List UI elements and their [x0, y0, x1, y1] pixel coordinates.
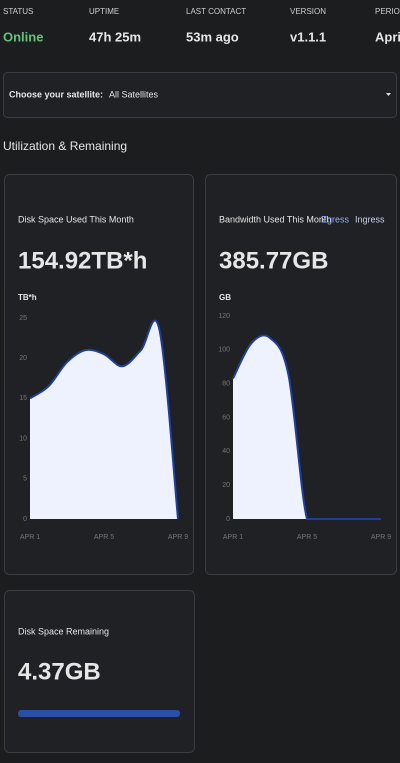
- card-value: 154.92TB*h: [18, 247, 147, 274]
- y-tick-label: 80: [222, 381, 230, 388]
- select-value: All Satellites: [109, 89, 159, 99]
- y-tick-label: 5: [23, 476, 27, 483]
- y-tick-label: 20: [19, 355, 27, 362]
- x-tick-label: APR 1: [223, 534, 243, 541]
- y-tick-label: 40: [222, 448, 230, 455]
- period-label: PERIOD: [375, 7, 400, 16]
- y-tick-label: 0: [226, 516, 230, 523]
- y-tick-label: 20: [222, 482, 230, 489]
- y-tick-label: 15: [19, 395, 27, 402]
- satellite-select[interactable]: Choose your satellite: All Satellites: [3, 72, 397, 118]
- y-tick-label: 25: [19, 315, 27, 322]
- contact-label: LAST CONTACT: [186, 7, 246, 16]
- card-title: Disk Space Remaining: [18, 626, 109, 636]
- y-tick-label: 120: [218, 313, 230, 320]
- unit: TB*h: [18, 293, 37, 302]
- uptime-value: 47h 25m: [89, 29, 141, 44]
- card-title: Disk Space Used This Month: [18, 214, 134, 224]
- select-box[interactable]: [3, 72, 397, 118]
- card-title: Bandwidth Used This Month: [219, 214, 331, 224]
- area-fill: [30, 320, 178, 519]
- x-tick-label: APR 5: [297, 534, 317, 541]
- dropdown-arrow: [386, 93, 391, 96]
- x-tick-label: APR 9: [168, 534, 188, 541]
- x-tick-label: APR 1: [20, 534, 40, 541]
- y-tick-label: 100: [218, 347, 230, 354]
- y-tick-label: 60: [222, 414, 230, 421]
- status-row: STATUS Online UPTIME 47h 25m LAST CONTAC…: [3, 7, 400, 44]
- area-line: [232, 334, 381, 520]
- x-tick-label: APR 9: [371, 534, 391, 541]
- remaining-bar: [18, 710, 180, 717]
- area-fill: [233, 335, 381, 519]
- period-value: April: [375, 29, 400, 44]
- unit: GB: [219, 293, 231, 302]
- status-value: Online: [3, 29, 43, 44]
- status-label: STATUS: [3, 7, 33, 16]
- section-title: Utilization & Remaining: [3, 139, 127, 153]
- y-tick-label: 0: [23, 516, 27, 523]
- contact-value: 53m ago: [186, 29, 239, 44]
- select-label: Choose your satellite:: [9, 89, 103, 99]
- version-label: VERSION: [290, 7, 326, 16]
- card-value: 4.37GB: [18, 658, 101, 685]
- x-tick-label: APR 5: [94, 534, 114, 541]
- legend-ingress[interactable]: Ingress: [355, 214, 385, 224]
- area-line: [29, 319, 179, 520]
- version-value: v1.1.1: [290, 29, 326, 44]
- legend-egress[interactable]: Egress: [321, 214, 350, 224]
- y-tick-label: 10: [19, 435, 27, 442]
- card-value: 385.77GB: [219, 247, 328, 274]
- uptime-label: UPTIME: [89, 7, 119, 16]
